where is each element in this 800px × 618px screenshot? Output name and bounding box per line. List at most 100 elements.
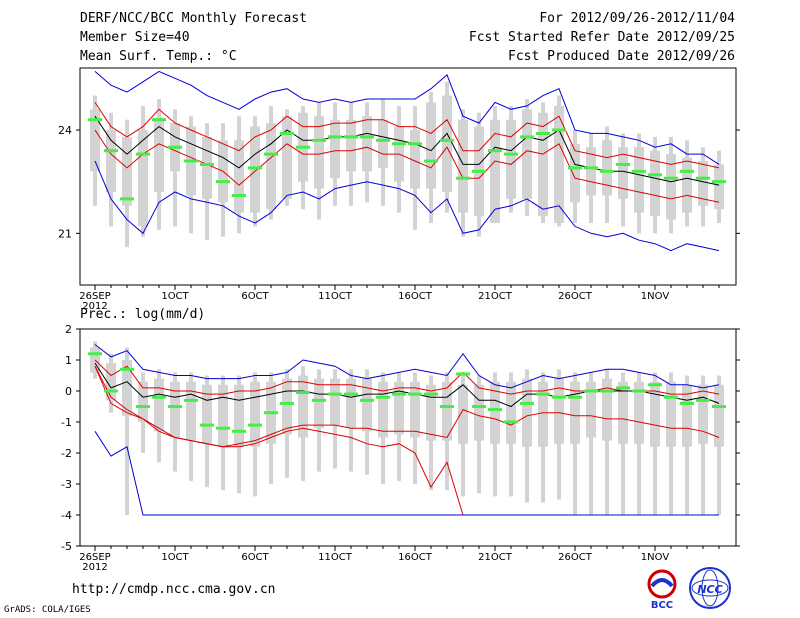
box-0-37 xyxy=(682,157,692,213)
started-date: Fcst Started Refer Date 2012/09/25 xyxy=(468,30,735,45)
box-1-35 xyxy=(650,381,660,447)
box-0-31 xyxy=(586,147,596,196)
median-1-0 xyxy=(88,352,102,356)
line-1-mean-std-b xyxy=(94,365,720,448)
box-1-1 xyxy=(106,363,116,401)
box-1-14 xyxy=(314,378,324,429)
box-0-14 xyxy=(314,116,324,189)
ytick-label-1-1: 1 xyxy=(65,354,72,367)
median-0-28 xyxy=(536,131,550,135)
whisker-1-2 xyxy=(125,347,129,515)
box-1-25 xyxy=(490,381,500,444)
median-0-12 xyxy=(280,131,294,135)
median-0-6 xyxy=(184,159,198,163)
box-0-4 xyxy=(154,119,164,192)
box-0-27 xyxy=(522,109,532,199)
box-1-17 xyxy=(362,378,372,432)
median-1-23 xyxy=(456,372,470,376)
box-1-24 xyxy=(474,384,484,441)
box-1-6 xyxy=(186,381,196,441)
line-1-mean+std xyxy=(94,359,720,395)
box-0-10 xyxy=(250,126,260,213)
xtick-label-0-3-0: 11OCT xyxy=(318,291,353,302)
median-0-39 xyxy=(712,180,726,184)
box-1-39 xyxy=(714,384,724,447)
line-0-mean xyxy=(94,115,720,186)
source-url[interactable]: http://cmdp.ncc.cma.gov.cn xyxy=(72,582,276,597)
line-1-mean xyxy=(94,362,720,408)
xtick-label-0-1-0: 1OCT xyxy=(161,291,189,302)
box-1-36 xyxy=(666,381,676,447)
box-0-11 xyxy=(266,123,276,210)
median-1-28 xyxy=(536,392,550,396)
median-1-37 xyxy=(680,401,694,405)
median-1-13 xyxy=(296,391,310,395)
panel-title-1: Prec.: log(mm/d) xyxy=(80,307,205,322)
xtick-label-0-0-1: 2012 xyxy=(82,301,107,312)
box-1-27 xyxy=(522,378,532,447)
grads-credit: GrADS: COLA/IGES xyxy=(4,605,91,615)
xtick-label-1-4-0: 16OCT xyxy=(398,552,433,563)
xtick-label-0-2-0: 6OCT xyxy=(241,291,269,302)
ytick-label-1--4: -4 xyxy=(61,509,72,522)
median-1-18 xyxy=(376,395,390,399)
median-0-15 xyxy=(328,135,342,139)
chart-title: DERF/NCC/BCC Monthly Forecast xyxy=(80,11,307,26)
box-0-25 xyxy=(490,119,500,223)
xtick-label-1-1-0: 1OCT xyxy=(161,552,189,563)
median-1-2 xyxy=(120,367,134,371)
median-0-30 xyxy=(568,166,582,170)
ytick-label-1-0: 0 xyxy=(65,385,72,398)
box-0-18 xyxy=(378,119,388,168)
median-0-5 xyxy=(168,145,182,149)
median-1-35 xyxy=(648,383,662,387)
median-1-19 xyxy=(392,392,406,396)
box-1-38 xyxy=(698,384,708,444)
ytick-label-0-21: 21 xyxy=(58,227,72,240)
median-0-38 xyxy=(696,176,710,180)
box-0-20 xyxy=(410,130,420,189)
median-0-26 xyxy=(504,152,518,156)
median-0-17 xyxy=(360,135,374,139)
median-0-22 xyxy=(440,138,454,142)
whisker-1-38 xyxy=(701,375,705,515)
ytick-label-1-2: 2 xyxy=(65,323,72,336)
line-0-max xyxy=(94,70,720,165)
median-0-27 xyxy=(520,135,534,139)
box-1-28 xyxy=(538,381,548,447)
xtick-label-0-4-0: 16OCT xyxy=(398,291,433,302)
median-1-29 xyxy=(552,395,566,399)
median-1-14 xyxy=(312,398,326,402)
ncc-logo-text: NCC xyxy=(697,583,722,596)
median-0-7 xyxy=(200,162,214,166)
median-0-24 xyxy=(472,169,486,173)
median-0-33 xyxy=(616,162,630,166)
box-1-10 xyxy=(250,381,260,447)
xtick-label-0-6-0: 26OCT xyxy=(558,291,593,302)
box-0-0 xyxy=(90,109,100,172)
box-0-17 xyxy=(362,116,372,172)
ncc-logo: NCC xyxy=(689,567,731,609)
box-0-1 xyxy=(106,130,116,192)
xtick-label-1-2-0: 6OCT xyxy=(241,552,269,563)
median-1-30 xyxy=(568,395,582,399)
box-1-9 xyxy=(234,384,244,447)
xtick-label-1-5-0: 21OCT xyxy=(478,552,513,563)
bcc-logo: BCC xyxy=(647,569,677,611)
ytick-label-1--3: -3 xyxy=(61,478,72,491)
median-0-23 xyxy=(456,176,470,180)
box-1-16 xyxy=(346,378,356,429)
box-0-26 xyxy=(506,119,516,199)
xtick-label-0-7-0: 1NOV xyxy=(641,291,670,302)
member-size: Member Size=40 xyxy=(80,30,190,45)
box-1-31 xyxy=(586,381,596,438)
box-0-3 xyxy=(138,130,148,227)
median-1-8 xyxy=(216,426,230,430)
ytick-label-1--1: -1 xyxy=(61,416,72,429)
xtick-label-1-0-0: 26SEP xyxy=(79,552,110,563)
median-0-25 xyxy=(488,149,502,153)
xtick-label-0-0-0: 26SEP xyxy=(79,291,110,302)
median-0-9 xyxy=(232,193,246,197)
box-1-33 xyxy=(618,381,628,444)
box-0-22 xyxy=(442,95,452,192)
